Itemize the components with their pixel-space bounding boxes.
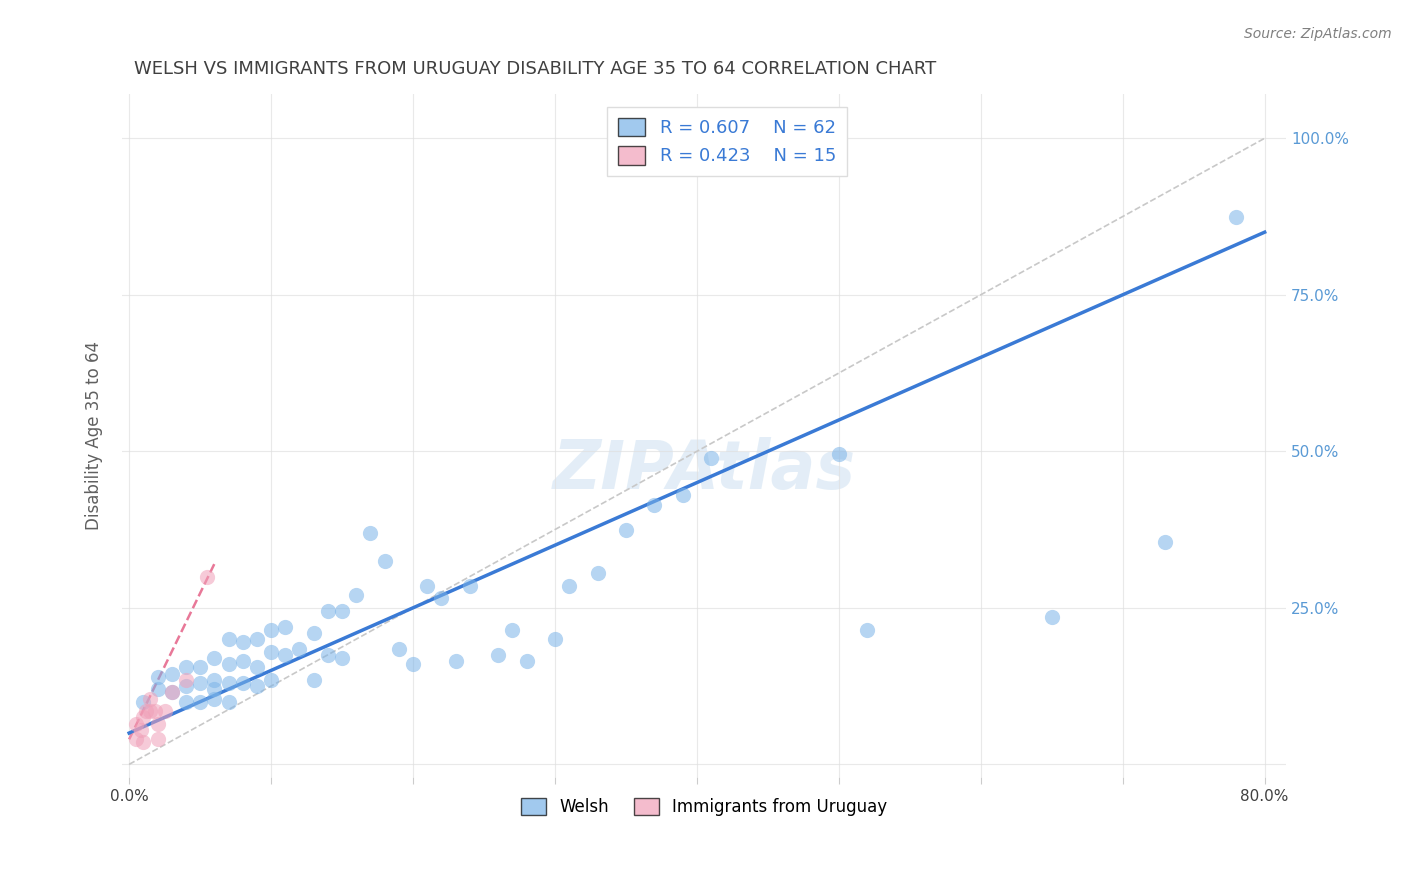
Point — [246, 632, 269, 647]
Point — [160, 685, 183, 699]
Point — [388, 641, 411, 656]
Point — [260, 623, 283, 637]
Point — [132, 710, 155, 724]
Point — [657, 135, 679, 149]
Text: WELSH VS IMMIGRANTS FROM URUGUAY DISABILITY AGE 35 TO 64 CORRELATION CHART: WELSH VS IMMIGRANTS FROM URUGUAY DISABIL… — [134, 60, 936, 78]
Point — [125, 716, 148, 731]
Point — [146, 716, 169, 731]
Y-axis label: Disability Age 35 to 64: Disability Age 35 to 64 — [86, 341, 103, 530]
Point — [146, 732, 169, 747]
Point — [260, 645, 283, 659]
Point — [232, 635, 254, 649]
Point — [146, 682, 169, 697]
Point — [132, 695, 155, 709]
Point — [374, 554, 396, 568]
Point — [643, 498, 665, 512]
Point — [202, 673, 225, 687]
Point — [143, 704, 166, 718]
Point — [501, 623, 523, 637]
Point — [330, 604, 353, 618]
Point — [174, 673, 197, 687]
Point — [160, 685, 183, 699]
Point — [202, 651, 225, 665]
Point — [218, 632, 240, 647]
Point — [458, 579, 481, 593]
Point — [344, 588, 367, 602]
Point — [260, 673, 283, 687]
Point — [444, 654, 467, 668]
Point — [430, 591, 453, 606]
Point — [359, 525, 381, 540]
Point — [316, 604, 339, 618]
Point — [302, 673, 325, 687]
Point — [486, 648, 509, 662]
Point — [232, 676, 254, 690]
Point — [586, 566, 609, 581]
Point — [246, 679, 269, 693]
Point — [558, 579, 581, 593]
Point — [246, 660, 269, 674]
Point — [218, 657, 240, 672]
Point — [174, 695, 197, 709]
Point — [828, 447, 851, 461]
Point — [700, 450, 723, 465]
Point — [188, 660, 211, 674]
Point — [132, 735, 155, 749]
Text: ZIPAtlas: ZIPAtlas — [553, 437, 856, 503]
Point — [856, 623, 879, 637]
Point — [218, 676, 240, 690]
Point — [188, 676, 211, 690]
Point — [139, 691, 162, 706]
Point — [402, 657, 425, 672]
Point — [188, 695, 211, 709]
Point — [1040, 610, 1063, 624]
Text: Source: ZipAtlas.com: Source: ZipAtlas.com — [1244, 27, 1392, 41]
Point — [672, 488, 695, 502]
Point — [416, 579, 439, 593]
Point — [125, 732, 148, 747]
Point — [202, 682, 225, 697]
Point — [218, 695, 240, 709]
Point — [135, 704, 157, 718]
Point — [129, 723, 152, 737]
Point — [174, 679, 197, 693]
Point — [330, 651, 353, 665]
Point — [139, 704, 162, 718]
Point — [302, 625, 325, 640]
Point — [274, 648, 297, 662]
Point — [160, 666, 183, 681]
Point — [1225, 210, 1247, 224]
Point — [274, 619, 297, 633]
Point — [316, 648, 339, 662]
Point — [516, 654, 538, 668]
Point — [1154, 535, 1177, 549]
Legend: Welsh, Immigrants from Uruguay: Welsh, Immigrants from Uruguay — [515, 791, 894, 823]
Point — [614, 523, 637, 537]
Point — [174, 660, 197, 674]
Point — [202, 691, 225, 706]
Point — [288, 641, 311, 656]
Point — [195, 569, 218, 583]
Point — [544, 632, 567, 647]
Point — [146, 670, 169, 684]
Point — [232, 654, 254, 668]
Point — [153, 704, 176, 718]
